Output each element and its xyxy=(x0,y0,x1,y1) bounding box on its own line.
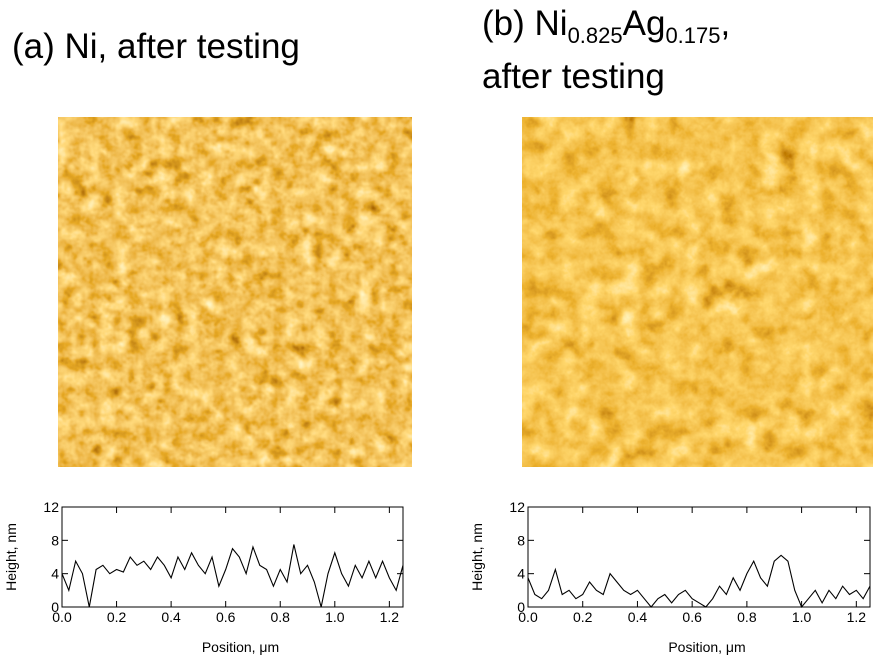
x-tick-label: 0.6 xyxy=(682,609,702,625)
panel-title: (b) Ni0.825Ag0.175, xyxy=(482,4,730,48)
x-axis-label: Position, μm xyxy=(202,639,279,655)
x-tick-label: 0.2 xyxy=(107,609,127,625)
title-part: (b) Ni xyxy=(482,4,568,43)
plot-frame xyxy=(61,506,404,608)
y-tick-label: 12 xyxy=(509,499,525,515)
x-tick-label: 0.0 xyxy=(518,609,538,625)
y-tick-label: 8 xyxy=(51,532,59,548)
title-part: , xyxy=(721,4,731,43)
x-tick-label: 0.6 xyxy=(216,609,236,625)
x-tick-label: 1.0 xyxy=(325,609,345,625)
x-tick-label: 0.8 xyxy=(271,609,291,625)
profile-line xyxy=(61,544,404,608)
y-tick-label: 0 xyxy=(517,599,525,615)
title-part: (a) Ni, after testing xyxy=(12,27,300,66)
profile-line xyxy=(527,554,871,609)
x-tick-label: 0.4 xyxy=(161,609,181,625)
y-axis-label: Height, nm xyxy=(3,523,19,591)
x-tick-label: 0.8 xyxy=(737,609,757,625)
title-part: Ag xyxy=(623,4,666,43)
title-subscript: 0.825 xyxy=(568,23,623,48)
panel-subtitle: after testing xyxy=(482,57,665,96)
afm-image xyxy=(58,117,412,467)
plot-frame xyxy=(527,506,871,608)
y-axis-label: Height, nm xyxy=(469,523,485,591)
x-tick-label: 1.2 xyxy=(380,609,400,625)
y-tick-label: 8 xyxy=(517,532,525,548)
x-tick-label: 0.2 xyxy=(573,609,593,625)
x-tick-label: 0.4 xyxy=(628,609,648,625)
y-tick-label: 0 xyxy=(51,599,59,615)
y-tick-label: 4 xyxy=(51,566,59,582)
y-tick-label: 4 xyxy=(517,566,525,582)
y-tick-label: 12 xyxy=(43,499,59,515)
x-tick-label: 0.0 xyxy=(52,609,72,625)
x-axis-label: Position, μm xyxy=(668,639,745,655)
afm-image xyxy=(522,117,873,467)
panel-title: (a) Ni, after testing xyxy=(12,27,300,66)
x-tick-label: 1.2 xyxy=(847,609,867,625)
title-subscript: 0.175 xyxy=(665,23,720,48)
x-tick-label: 1.0 xyxy=(792,609,812,625)
